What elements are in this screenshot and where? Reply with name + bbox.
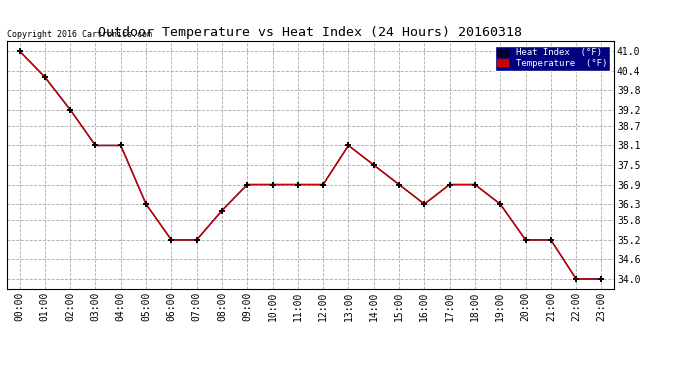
Title: Outdoor Temperature vs Heat Index (24 Hours) 20160318: Outdoor Temperature vs Heat Index (24 Ho… <box>99 26 522 39</box>
Text: Copyright 2016 Cartronics.com: Copyright 2016 Cartronics.com <box>7 30 152 39</box>
Legend: Heat Index  (°F), Temperature  (°F): Heat Index (°F), Temperature (°F) <box>495 46 609 70</box>
